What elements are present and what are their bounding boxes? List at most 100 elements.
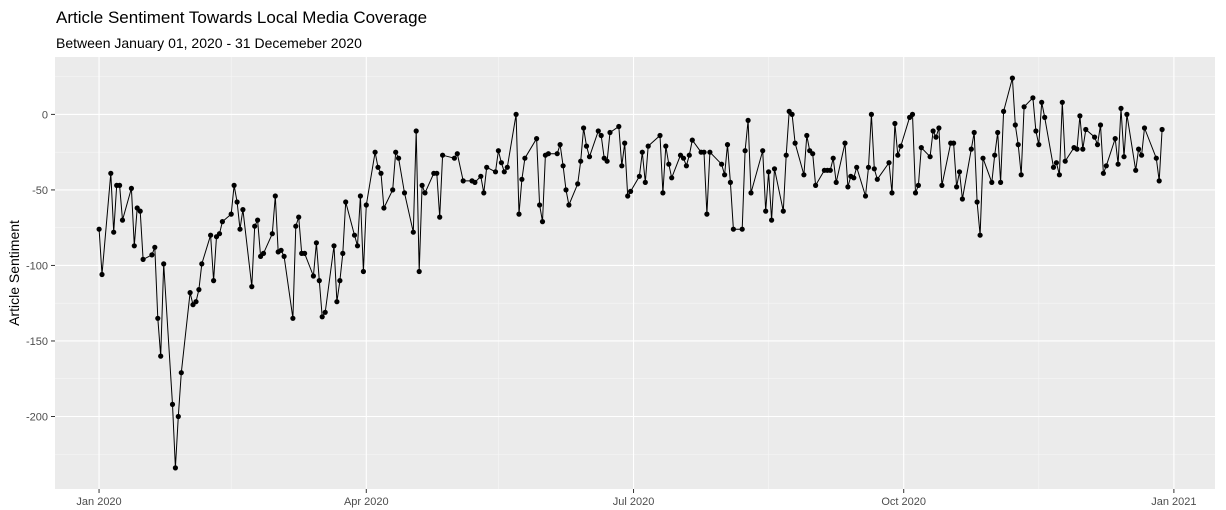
data-point [845,184,851,190]
data-point [745,117,751,123]
data-point [216,231,223,237]
data-point [833,179,839,185]
data-point [1059,99,1065,105]
data-point [237,226,243,232]
data-point [451,155,457,161]
data-point [625,193,631,199]
data-point [481,190,487,196]
data-point [1042,114,1048,120]
data-point [378,170,384,176]
data-point [936,125,942,131]
data-point [1092,134,1098,140]
data-point [689,137,695,143]
data-point [269,231,275,237]
data-point [334,299,340,305]
data-point [131,243,137,249]
data-point [196,287,202,293]
data-point [895,152,901,158]
data-point [657,132,663,139]
data-point [959,196,966,202]
data-point [208,232,214,238]
data-point [915,182,922,188]
data-point [739,226,745,232]
data-point [769,217,775,223]
data-point [158,353,164,359]
data-point [636,173,643,179]
data-point [1009,75,1016,81]
data-point [155,315,161,321]
data-point [234,199,240,205]
data-point [331,243,337,249]
data-point [663,143,669,149]
data-point [583,143,590,149]
data-point [968,146,974,152]
data-point [586,154,593,160]
data-point [871,166,877,172]
data-point [492,169,499,175]
data-point [117,182,123,188]
data-point [310,273,316,279]
data-point [868,111,875,117]
data-point [199,261,205,267]
data-point [293,223,299,229]
data-point [669,175,675,181]
data-point [730,226,737,232]
data-point [354,243,361,249]
data-point [410,229,416,235]
data-point [401,190,408,196]
data-point [140,256,146,262]
data-point [622,140,628,146]
data-point [578,158,584,164]
x-tick-label: Oct 2020 [881,496,926,508]
data-point [1156,178,1162,184]
data-point [954,184,960,190]
data-point [639,149,645,155]
data-point [575,181,581,187]
data-point [372,149,378,155]
data-point [804,132,810,139]
data-point [316,278,322,284]
data-point [607,129,613,136]
data-point [595,128,601,134]
data-point [560,163,566,169]
data-point [1062,158,1068,164]
data-point [219,219,225,225]
data-point [363,202,369,208]
data-point [563,187,569,193]
data-point [566,202,572,208]
data-point [187,290,193,296]
data-point [255,217,261,223]
x-tick-label: Apr 2020 [344,496,389,508]
data-point [842,140,848,146]
data-point [933,134,939,140]
data-point [909,111,916,117]
data-point [96,226,102,232]
data-point [252,223,258,229]
data-point [830,155,836,161]
data-point [680,155,687,161]
y-tick-label: -100 [26,260,48,272]
data-point [748,190,754,196]
data-point [1077,113,1083,119]
x-axis-tick-labels: Jan 2020 Apr 2020 Jul 2020 Oct 2020 Jan 2021 [76,496,1196,508]
data-point [296,214,302,220]
data-point [683,163,690,169]
data-point [513,111,519,117]
data-point [278,247,284,253]
data-point [1053,160,1059,166]
data-point [1083,126,1089,133]
data-point [240,207,246,213]
series-points [96,75,1165,471]
data-point [249,284,255,290]
data-point [375,164,381,170]
data-point [980,155,986,161]
data-point [169,401,176,407]
data-point [1121,154,1127,160]
data-point [719,161,725,167]
data-point [1141,125,1148,131]
data-point [724,142,731,148]
data-point [992,152,998,158]
data-point [99,271,105,278]
data-point [1074,146,1080,152]
data-point [892,120,898,127]
